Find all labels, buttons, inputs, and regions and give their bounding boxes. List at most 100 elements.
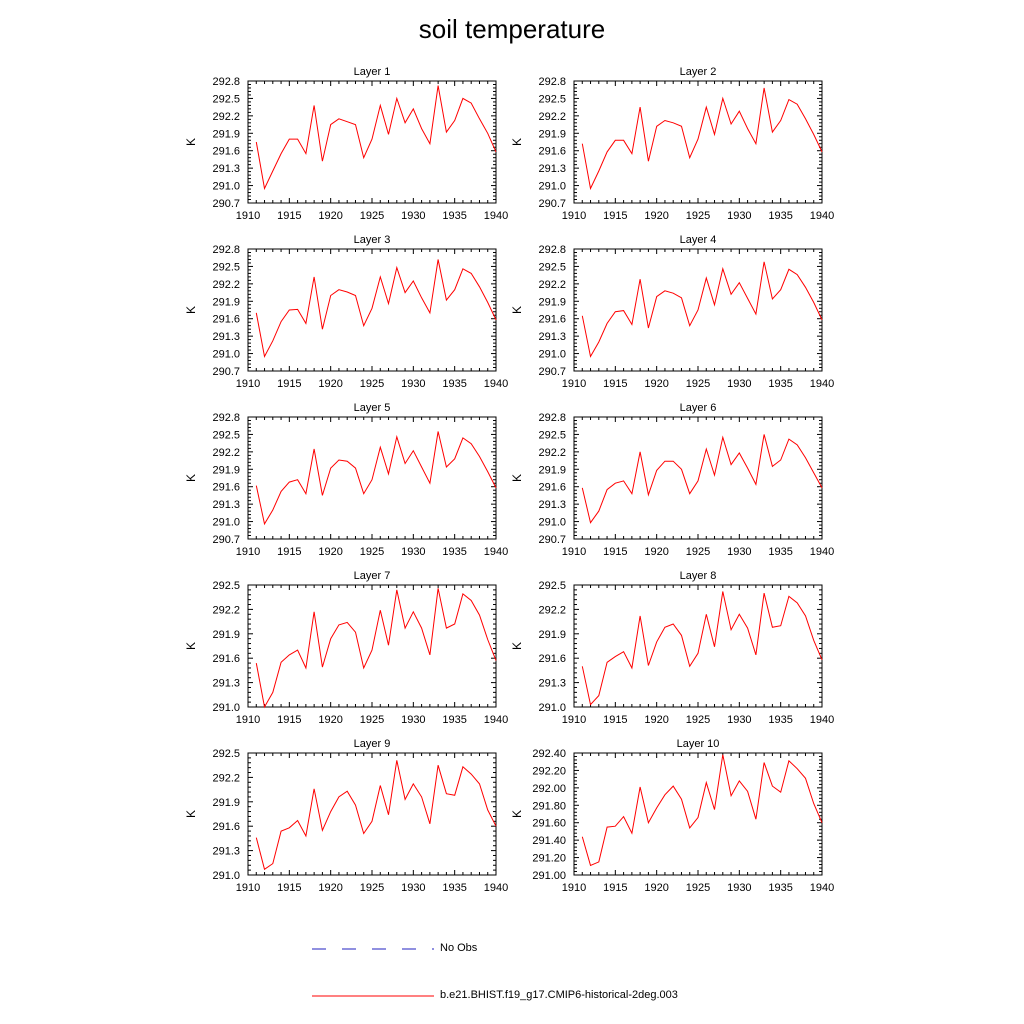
layer-1-x-tick-label: 1910 [236,210,260,222]
layer-6-y-tick-label: 292.5 [538,429,566,441]
chart-title: soil temperature [418,14,606,44]
layer-1-y-tick-label: 292.5 [212,93,240,105]
layer-9-y-tick-label: 291.6 [212,821,240,833]
layer-9-y-tick-label: 291.0 [212,870,240,882]
layer-8-x-tick-label: 1910 [562,714,586,726]
layer-6-y-tick-label: 292.2 [538,447,566,459]
layer-1-y-tick-label: 290.7 [212,198,240,210]
layer-6-y-tick-label: 291.6 [538,482,566,494]
layer-5-y-tick-label: 292.8 [212,412,240,424]
layer-3-x-tick-label: 1915 [277,378,301,390]
layer-9-x-tick-label: 1935 [442,882,466,894]
layer-9-y-axis-label: K [184,810,198,818]
layer-10-x-tick-label: 1925 [686,882,710,894]
layer-2-y-tick-label: 292.8 [538,76,566,88]
layer-1-y-tick-label: 291.6 [212,146,240,158]
layer-8-x-tick-label: 1940 [810,714,834,726]
layer-3-y-tick-label: 291.0 [212,349,240,361]
layer-6-title: Layer 6 [680,402,717,414]
layer-1-x-tick-label: 1925 [360,210,384,222]
layer-4-y-tick-label: 292.8 [538,244,566,256]
layer-7-y-tick-label: 291.0 [212,702,240,714]
layer-3-y-tick-label: 292.2 [212,279,240,291]
layer-5-x-tick-label: 1935 [442,546,466,558]
layer-8-x-tick-label: 1920 [644,714,668,726]
layer-7-y-tick-label: 291.9 [212,629,240,641]
layer-7-y-tick-label: 291.6 [212,653,240,665]
layer-2-y-tick-label: 291.6 [538,146,566,158]
layer-6-frame [573,416,823,540]
layer-4-y-tick-label: 292.2 [538,279,566,291]
layer-8-y-tick-label: 292.5 [538,580,566,592]
layer-1-y-tick-label: 291.9 [212,128,240,140]
layer-8-y-axis-label: K [510,642,524,650]
layer-1-x-tick-label: 1930 [401,210,425,222]
layer-9-x-tick-label: 1940 [484,882,508,894]
layer-10-x-tick-label: 1930 [727,882,751,894]
layer-5-x-tick-label: 1930 [401,546,425,558]
layer-6-series-line [581,434,823,524]
layer-6-y-axis-label: K [510,474,524,482]
layer-4-x-tick-label: 1940 [810,378,834,390]
layer-4-y-tick-label: 291.0 [538,349,566,361]
layer-7-x-tick-label: 1910 [236,714,260,726]
layer-2-y-tick-label: 291.0 [538,181,566,193]
layer-1-title: Layer 1 [354,66,391,78]
layer-8-y-tick-label: 291.9 [538,629,566,641]
layer-10-y-tick-label: 291.60 [532,818,566,830]
layer-4-title: Layer 4 [680,234,717,246]
layer-3-x-tick-label: 1925 [360,378,384,390]
layer-1-y-tick-label: 291.3 [212,163,240,175]
layer-8-x-tick-label: 1915 [603,714,627,726]
layer-3-y-tick-label: 291.9 [212,296,240,308]
layer-1-x-tick-label: 1915 [277,210,301,222]
layer-2-x-tick-label: 1930 [727,210,751,222]
layer-10-y-tick-label: 292.40 [532,748,566,760]
layer-2-x-tick-label: 1925 [686,210,710,222]
layer-7-x-tick-label: 1915 [277,714,301,726]
layer-5-x-tick-label: 1920 [318,546,342,558]
layer-5-x-tick-label: 1925 [360,546,384,558]
layer-4-y-tick-label: 291.3 [538,331,566,343]
layer-3-x-tick-label: 1920 [318,378,342,390]
layer-6-y-tick-label: 291.9 [538,464,566,476]
layer-1-y-tick-label: 292.2 [212,111,240,123]
layer-2-series-line [581,87,823,191]
layer-9-x-tick-label: 1930 [401,882,425,894]
layer-5-y-tick-label: 290.7 [212,534,240,546]
layer-10-title: Layer 10 [677,738,720,750]
layer-3-x-tick-label: 1930 [401,378,425,390]
layer-3-y-tick-label: 292.5 [212,261,240,273]
layer-9-x-tick-label: 1915 [277,882,301,894]
layer-3-x-tick-label: 1910 [236,378,260,390]
layer-10-y-tick-label: 291.20 [532,853,566,865]
layer-2-y-axis-label: K [510,138,524,146]
layer-5-title: Layer 5 [354,402,391,414]
layer-9-x-tick-label: 1920 [318,882,342,894]
layer-7-frame [247,584,497,708]
layer-7-y-axis-label: K [184,642,198,650]
layer-4-x-tick-label: 1930 [727,378,751,390]
layer-8-y-tick-label: 291.3 [538,678,566,690]
layer-3-y-axis-label: K [184,306,198,314]
layer-5-y-tick-label: 291.9 [212,464,240,476]
layer-6-x-tick-label: 1925 [686,546,710,558]
layer-3-y-tick-label: 290.7 [212,366,240,378]
layer-3-title: Layer 3 [354,234,391,246]
layer-10-series-line [581,754,823,867]
layer-1-series-line [255,85,497,191]
layer-10-y-tick-label: 291.40 [532,835,566,847]
layer-7-x-tick-label: 1930 [401,714,425,726]
layer-6-x-tick-label: 1935 [768,546,792,558]
layer-6-y-tick-label: 292.8 [538,412,566,424]
layer-7-x-tick-label: 1920 [318,714,342,726]
layer-4-x-tick-label: 1915 [603,378,627,390]
layer-2-x-tick-label: 1915 [603,210,627,222]
layer-2-y-tick-label: 291.9 [538,128,566,140]
layer-3-frame [247,248,497,372]
layer-5-y-axis-label: K [184,474,198,482]
layer-4-y-tick-label: 291.6 [538,314,566,326]
layer-8-x-tick-label: 1925 [686,714,710,726]
layer-2-y-tick-label: 290.7 [538,198,566,210]
layer-9-series-line [255,760,497,871]
